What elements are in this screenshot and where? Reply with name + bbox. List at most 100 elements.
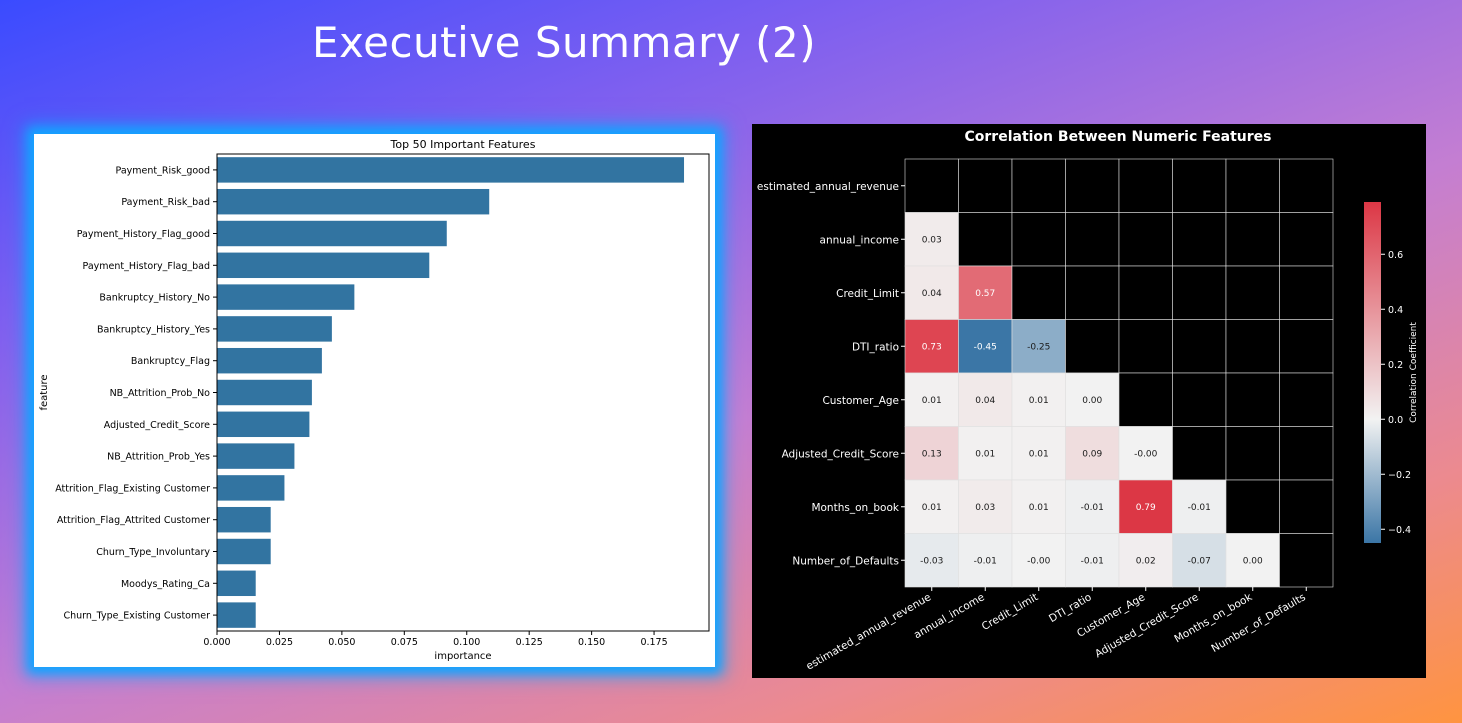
heatmap-masked-cell	[1118, 158, 1173, 213]
colorbar-tick-label: 0.4	[1388, 305, 1403, 316]
heatmap-masked-cell	[1279, 319, 1334, 374]
heatmap-cell	[904, 265, 959, 320]
y-tick-label: Payment_Risk_bad	[121, 197, 210, 208]
bar-13	[217, 538, 271, 565]
heatmap-cell-value: 0.03	[922, 235, 942, 245]
heatmap-cell	[1065, 426, 1120, 481]
heatmap-cell	[904, 479, 959, 534]
y-tick-label: Attrition_Flag_Attrited Customer	[57, 515, 210, 526]
heatmap-cell-value: -0.00	[1134, 449, 1158, 459]
heatmap-masked-cell	[1172, 372, 1227, 427]
heatmap-cell-value: 0.03	[975, 503, 995, 513]
heatmap-masked-cell	[1011, 212, 1066, 267]
heatmap-cell-value: -0.00	[1027, 556, 1051, 566]
x-tick-label: 0.100	[453, 637, 480, 648]
heatmap-masked-cell	[1011, 265, 1066, 320]
colorbar-tick-label: −0.2	[1388, 470, 1411, 481]
heatmap-cell	[1011, 533, 1066, 588]
heatmap-row-label: DTI_ratio	[852, 341, 899, 353]
heatmap-cell-value: -0.01	[1081, 556, 1104, 566]
heatmap-cell	[904, 426, 959, 481]
heatmap-cell	[1065, 479, 1120, 534]
heatmap-cell-value: -0.01	[1188, 503, 1211, 513]
heatmap-masked-cell	[1279, 533, 1334, 588]
heatmap-masked-cell	[1279, 479, 1334, 534]
heatmap-cell	[904, 372, 959, 427]
y-tick-label: Adjusted_Credit_Score	[104, 420, 210, 431]
heatmap-cell	[1065, 372, 1120, 427]
x-tick-label: 0.000	[203, 637, 230, 648]
heatmap-cell-value: 0.00	[1082, 396, 1102, 406]
heatmap-cell-value: -0.01	[974, 556, 997, 566]
heatmap-row-label: Number_of_Defaults	[792, 555, 899, 567]
bar-2	[217, 188, 490, 215]
colorbar-label: Correlation Coefficient	[1409, 322, 1419, 423]
heatmap-masked-cell	[1065, 265, 1120, 320]
heatmap-masked-cell	[1118, 265, 1173, 320]
colorbar-tick-label: 0.6	[1388, 250, 1403, 261]
heatmap-cell	[1225, 533, 1280, 588]
y-tick-label: Churn_Type_Involuntary	[96, 547, 210, 558]
x-tick-label: 0.075	[391, 637, 418, 648]
heatmap-cell-value: 0.01	[1029, 449, 1049, 459]
heatmap-cell	[1118, 479, 1173, 534]
heatmap-cell-value: 0.09	[1082, 449, 1102, 459]
heatmap-row-label: Adjusted_Credit_Score	[782, 448, 899, 460]
heatmap-masked-cell	[1118, 212, 1173, 267]
heatmap-masked-cell	[1225, 319, 1280, 374]
heatmap-cell-value: -0.01	[1081, 503, 1104, 513]
heatmap-row-label: Customer_Age	[822, 395, 899, 407]
heatmap-col-label: Number_of_Defaults	[1209, 591, 1307, 655]
slide-title: Executive Summary (2)	[312, 18, 817, 67]
bar-11	[217, 475, 285, 501]
heatmap-masked-cell	[1172, 212, 1227, 267]
heatmap-masked-cell	[1118, 319, 1173, 374]
heatmap-masked-cell	[1172, 426, 1227, 481]
heatmap-cell	[1118, 533, 1173, 588]
bar-15	[217, 602, 256, 628]
x-tick-label: 0.175	[640, 637, 667, 648]
y-tick-label: NB_Attrition_Prob_No	[110, 388, 211, 399]
y-tick-label: Moodys_Rating_Ca	[121, 579, 210, 590]
heatmap-cell-value: 0.13	[922, 449, 942, 459]
plot-frame	[216, 153, 710, 632]
heatmap-masked-cell	[1065, 319, 1120, 374]
heatmap-masked-cell	[1225, 426, 1280, 481]
heatmap-masked-cell	[1225, 372, 1280, 427]
x-tick-label: 0.150	[578, 637, 605, 648]
heatmap-col-label: Credit_Limit	[980, 591, 1040, 633]
x-axis-label: importance	[434, 651, 491, 662]
heatmap-row-label: annual_income	[820, 234, 899, 246]
heatmap-row-label: Credit_Limit	[836, 288, 899, 300]
heatmap-masked-cell	[1172, 158, 1227, 213]
heatmap-masked-cell	[1279, 158, 1334, 213]
y-tick-label: Payment_Risk_good	[116, 165, 210, 176]
y-tick-label: Churn_Type_Existing Customer	[63, 611, 210, 622]
bar-10	[217, 443, 295, 469]
bar-7	[217, 347, 322, 374]
bar-3	[217, 220, 447, 247]
heatmap-masked-cell	[1172, 319, 1227, 374]
bar-9	[217, 411, 310, 438]
x-tick-label: 0.025	[266, 637, 293, 648]
heatmap-cell	[958, 319, 1013, 374]
heatmap-cell-value: 0.04	[922, 289, 942, 299]
y-axis-label: feature	[39, 374, 50, 410]
bar-14	[217, 570, 256, 597]
correlation-heatmap-chart: Correlation Between Numeric Features 0.03…	[752, 124, 1426, 678]
heatmap-cell-value: -0.07	[1188, 556, 1211, 566]
y-tick-label: Payment_History_Flag_good	[77, 229, 210, 240]
heatmap-cell-value: 0.57	[975, 289, 995, 299]
heatmap-cell	[1011, 372, 1066, 427]
heatmap-cell	[1011, 426, 1066, 481]
heatmap-col-label: DTI_ratio	[1047, 591, 1094, 625]
x-tick-label: 0.125	[516, 637, 543, 648]
heatmap-cell-value: -0.25	[1027, 342, 1050, 352]
heatmap-masked-cell	[1225, 158, 1280, 213]
y-tick-label: Bankruptcy_Flag	[131, 356, 210, 367]
heatmap-cell	[958, 372, 1013, 427]
heatmap-cell-value: 0.04	[975, 396, 995, 406]
heatmap-masked-cell	[1172, 265, 1227, 320]
heatmap-masked-cell	[1279, 372, 1334, 427]
heatmap-cell	[1011, 479, 1066, 534]
